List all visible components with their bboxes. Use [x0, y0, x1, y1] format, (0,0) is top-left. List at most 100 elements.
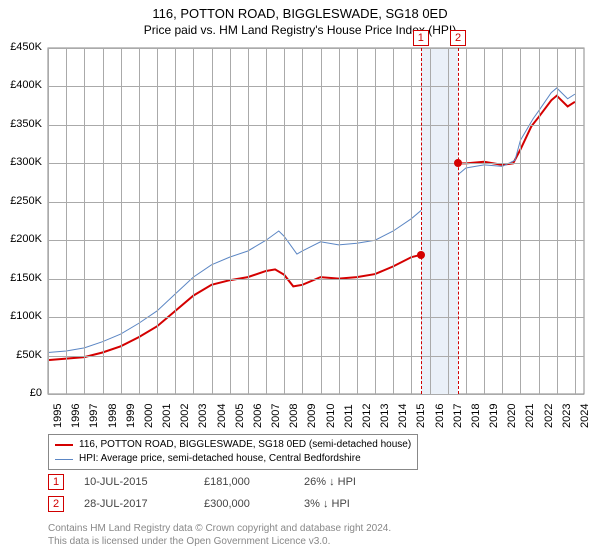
x-gridline: [103, 48, 104, 394]
x-axis-label: 1997: [88, 404, 100, 428]
x-axis-label: 2009: [306, 404, 318, 428]
x-axis-label: 2005: [234, 404, 246, 428]
x-gridline: [393, 48, 394, 394]
x-gridline: [502, 48, 503, 394]
y-gridline: [48, 394, 584, 395]
x-axis-label: 2012: [361, 404, 373, 428]
x-gridline: [411, 48, 412, 394]
x-axis-label: 2013: [379, 404, 391, 428]
x-gridline: [212, 48, 213, 394]
x-axis-label: 2023: [561, 404, 573, 428]
sale-row-num: 2: [48, 496, 64, 512]
x-axis-label: 1995: [52, 404, 64, 428]
x-axis-label: 2001: [161, 404, 173, 428]
legend-row: 116, POTTON ROAD, BIGGLESWADE, SG18 0ED …: [55, 438, 411, 452]
x-axis-label: 2017: [452, 404, 464, 428]
y-gridline: [48, 279, 584, 280]
x-gridline: [248, 48, 249, 394]
x-gridline: [520, 48, 521, 394]
y-axis-label: £50K: [0, 349, 42, 361]
y-gridline: [48, 163, 584, 164]
x-gridline: [284, 48, 285, 394]
x-gridline: [157, 48, 158, 394]
x-axis-label: 2015: [415, 404, 427, 428]
footer-text: Contains HM Land Registry data © Crown c…: [48, 522, 391, 548]
x-axis-label: 2022: [543, 404, 555, 428]
sale-dashed-line: [458, 48, 459, 394]
x-gridline: [193, 48, 194, 394]
sale-date: 28-JUL-2017: [84, 498, 204, 510]
x-axis-label: 2006: [252, 404, 264, 428]
x-axis-label: 2003: [197, 404, 209, 428]
x-axis-label: 1998: [107, 404, 119, 428]
x-gridline: [139, 48, 140, 394]
footer-line: Contains HM Land Registry data © Crown c…: [48, 522, 391, 535]
y-axis-label: £300K: [0, 156, 42, 168]
x-gridline: [321, 48, 322, 394]
legend-label: 116, POTTON ROAD, BIGGLESWADE, SG18 0ED …: [79, 438, 411, 452]
x-gridline: [466, 48, 467, 394]
sale-table-row: 228-JUL-2017£300,0003% ↓ HPI: [48, 496, 424, 512]
y-axis-label: £0: [0, 387, 42, 399]
x-axis-label: 2018: [470, 404, 482, 428]
x-gridline: [66, 48, 67, 394]
sale-price: £181,000: [204, 476, 304, 488]
y-axis-label: £250K: [0, 195, 42, 207]
x-gridline: [84, 48, 85, 394]
x-gridline: [48, 48, 49, 394]
sale-marker-box: 1: [413, 30, 429, 46]
sale-table-row: 110-JUL-2015£181,00026% ↓ HPI: [48, 474, 424, 490]
x-axis-label: 2008: [288, 404, 300, 428]
y-gridline: [48, 86, 584, 87]
x-gridline: [484, 48, 485, 394]
x-axis-label: 2019: [488, 404, 500, 428]
highlight-band: [421, 48, 458, 394]
x-gridline: [430, 48, 431, 394]
x-axis-label: 2016: [434, 404, 446, 428]
y-gridline: [48, 48, 584, 49]
y-gridline: [48, 356, 584, 357]
x-gridline: [557, 48, 558, 394]
series-price_paid: [48, 96, 575, 360]
sale-change: 3% ↓ HPI: [304, 498, 424, 510]
legend-label: HPI: Average price, semi-detached house,…: [79, 452, 361, 466]
x-gridline: [266, 48, 267, 394]
x-axis-label: 2004: [216, 404, 228, 428]
x-axis-label: 2002: [179, 404, 191, 428]
sale-date: 10-JUL-2015: [84, 476, 204, 488]
sale-dashed-line: [421, 48, 422, 394]
y-gridline: [48, 240, 584, 241]
x-axis-label: 2007: [270, 404, 282, 428]
x-gridline: [175, 48, 176, 394]
legend-swatch: [55, 459, 73, 460]
x-gridline: [302, 48, 303, 394]
x-gridline: [375, 48, 376, 394]
x-axis-label: 2024: [579, 404, 591, 428]
sale-row-num: 1: [48, 474, 64, 490]
x-gridline: [230, 48, 231, 394]
footer-line: This data is licensed under the Open Gov…: [48, 535, 391, 548]
x-axis-label: 2020: [506, 404, 518, 428]
x-gridline: [121, 48, 122, 394]
x-gridline: [339, 48, 340, 394]
sale-marker-box: 2: [450, 30, 466, 46]
x-gridline: [448, 48, 449, 394]
x-axis-label: 1996: [70, 404, 82, 428]
y-gridline: [48, 125, 584, 126]
legend-row: HPI: Average price, semi-detached house,…: [55, 452, 411, 466]
x-axis-label: 2014: [397, 404, 409, 428]
x-gridline: [575, 48, 576, 394]
x-gridline: [357, 48, 358, 394]
x-axis-label: 2000: [143, 404, 155, 428]
y-axis-label: £150K: [0, 272, 42, 284]
x-gridline: [539, 48, 540, 394]
y-axis-label: £450K: [0, 41, 42, 53]
x-axis-label: 2011: [343, 404, 355, 428]
series-hpi: [48, 88, 575, 352]
y-gridline: [48, 317, 584, 318]
y-axis-label: £400K: [0, 79, 42, 91]
y-axis-label: £200K: [0, 233, 42, 245]
x-axis-label: 1999: [125, 404, 137, 428]
legend: 116, POTTON ROAD, BIGGLESWADE, SG18 0ED …: [48, 434, 418, 470]
y-axis-label: £350K: [0, 118, 42, 130]
